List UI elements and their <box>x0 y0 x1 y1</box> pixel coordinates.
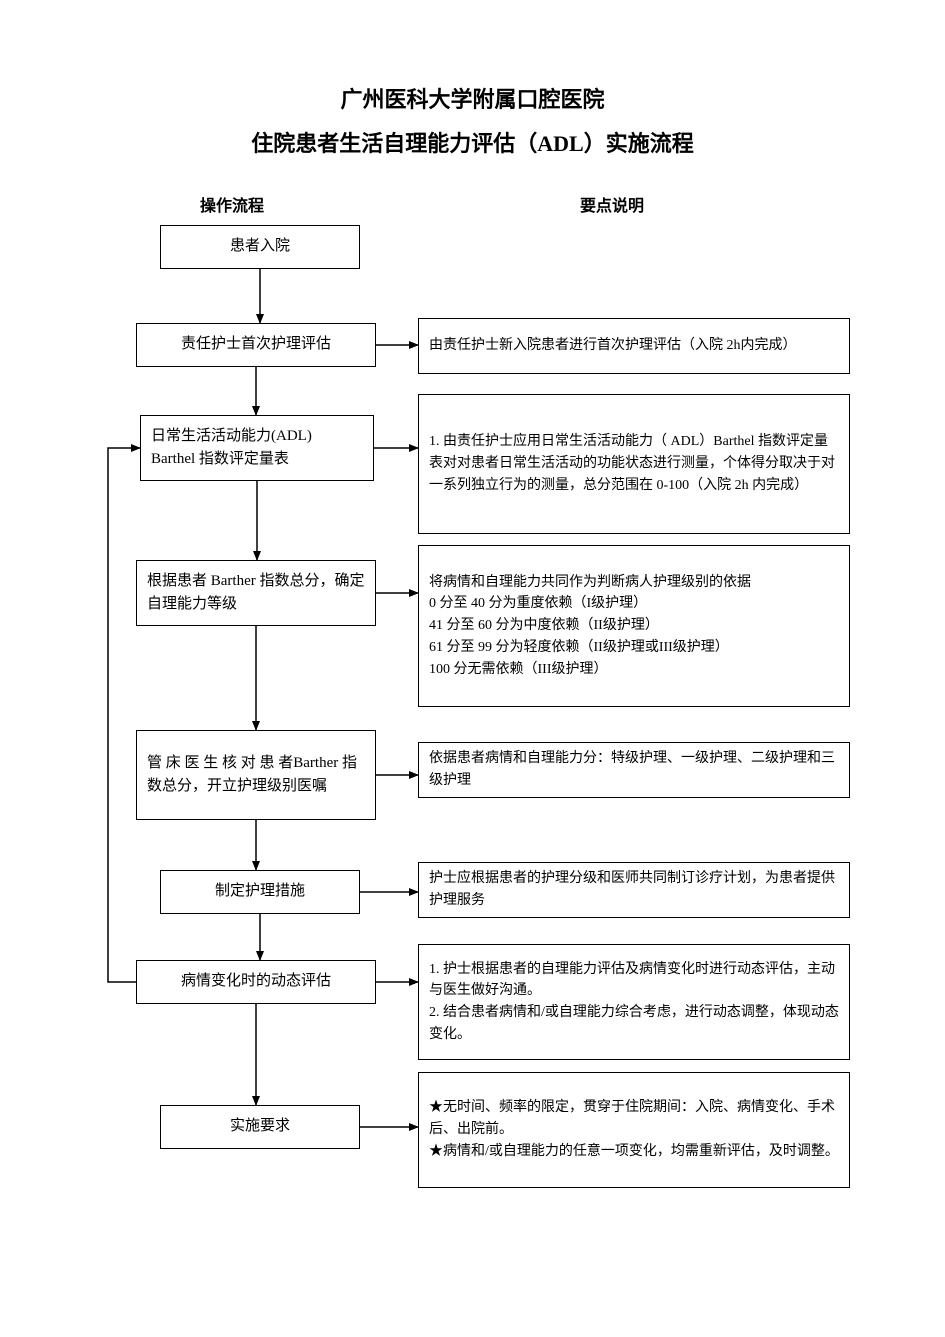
header-right: 要点说明 <box>580 192 644 216</box>
flow-box: 管 床 医 生 核 对 患 者Barther 指数总分，开立护理级别医嘱 <box>136 730 376 820</box>
note-text: 将病情和自理能力共同作为判断病人护理级别的依据 0 分至 40 分为重度依赖（I… <box>429 572 751 680</box>
flow-box: 实施要求 <box>160 1105 360 1149</box>
flow-box: 根据患者 Barther 指数总分，确定自理能力等级 <box>136 560 376 626</box>
flow-box: 日常生活活动能力(ADL) Barthel 指数评定量表 <box>140 415 374 481</box>
note-box: 将病情和自理能力共同作为判断病人护理级别的依据 0 分至 40 分为重度依赖（I… <box>418 545 850 707</box>
note-box: 由责任护士新入院患者进行首次护理评估（入院 2h内完成） <box>418 318 850 374</box>
flow-text: 实施要求 <box>230 1115 290 1138</box>
flow-box: 患者入院 <box>160 225 360 269</box>
note-box: 1. 护士根据患者的自理能力评估及病情变化时进行动态评估，主动与医生做好沟通。 … <box>418 944 850 1060</box>
flow-text: 根据患者 Barther 指数总分，确定自理能力等级 <box>147 570 365 617</box>
flow-text: 管 床 医 生 核 对 患 者Barther 指数总分，开立护理级别医嘱 <box>147 752 365 799</box>
note-box: 护士应根据患者的护理分级和医师共同制订诊疗计划，为患者提供护理服务 <box>418 862 850 918</box>
flow-text: 病情变化时的动态评估 <box>181 970 331 993</box>
note-box: ★无时间、频率的限定，贯穿于住院期间：入院、病情变化、手术后、出院前。 ★病情和… <box>418 1072 850 1188</box>
flow-text: 制定护理措施 <box>215 880 305 903</box>
note-text: 1. 护士根据患者的自理能力评估及病情变化时进行动态评估，主动与医生做好沟通。 … <box>429 959 839 1046</box>
title-line1: 广州医科大学附属口腔医院 <box>0 82 945 114</box>
note-text: 1. 由责任护士应用日常生活活动能力（ ADL）Barthel 指数评定量表对对… <box>429 431 839 496</box>
note-box: 1. 由责任护士应用日常生活活动能力（ ADL）Barthel 指数评定量表对对… <box>418 394 850 534</box>
flow-box: 制定护理措施 <box>160 870 360 914</box>
note-text: 护士应根据患者的护理分级和医师共同制订诊疗计划，为患者提供护理服务 <box>429 868 839 911</box>
flow-text: 责任护士首次护理评估 <box>181 333 331 356</box>
note-text: ★无时间、频率的限定，贯穿于住院期间：入院、病情变化、手术后、出院前。 ★病情和… <box>429 1097 839 1162</box>
note-text: 由责任护士新入院患者进行首次护理评估（入院 2h内完成） <box>429 335 797 357</box>
flowchart-canvas: 广州医科大学附属口腔医院 住院患者生活自理能力评估（ADL）实施流程 操作流程 … <box>0 0 945 1337</box>
flow-box: 病情变化时的动态评估 <box>136 960 376 1004</box>
note-box: 依据患者病情和自理能力分：特级护理、一级护理、二级护理和三级护理 <box>418 742 850 798</box>
header-left: 操作流程 <box>200 192 264 216</box>
flow-text: 日常生活活动能力(ADL) Barthel 指数评定量表 <box>151 425 312 472</box>
note-text: 依据患者病情和自理能力分：特级护理、一级护理、二级护理和三级护理 <box>429 748 839 791</box>
flow-box: 责任护士首次护理评估 <box>136 323 376 367</box>
flow-text: 患者入院 <box>230 235 290 258</box>
title-line2: 住院患者生活自理能力评估（ADL）实施流程 <box>0 126 945 158</box>
